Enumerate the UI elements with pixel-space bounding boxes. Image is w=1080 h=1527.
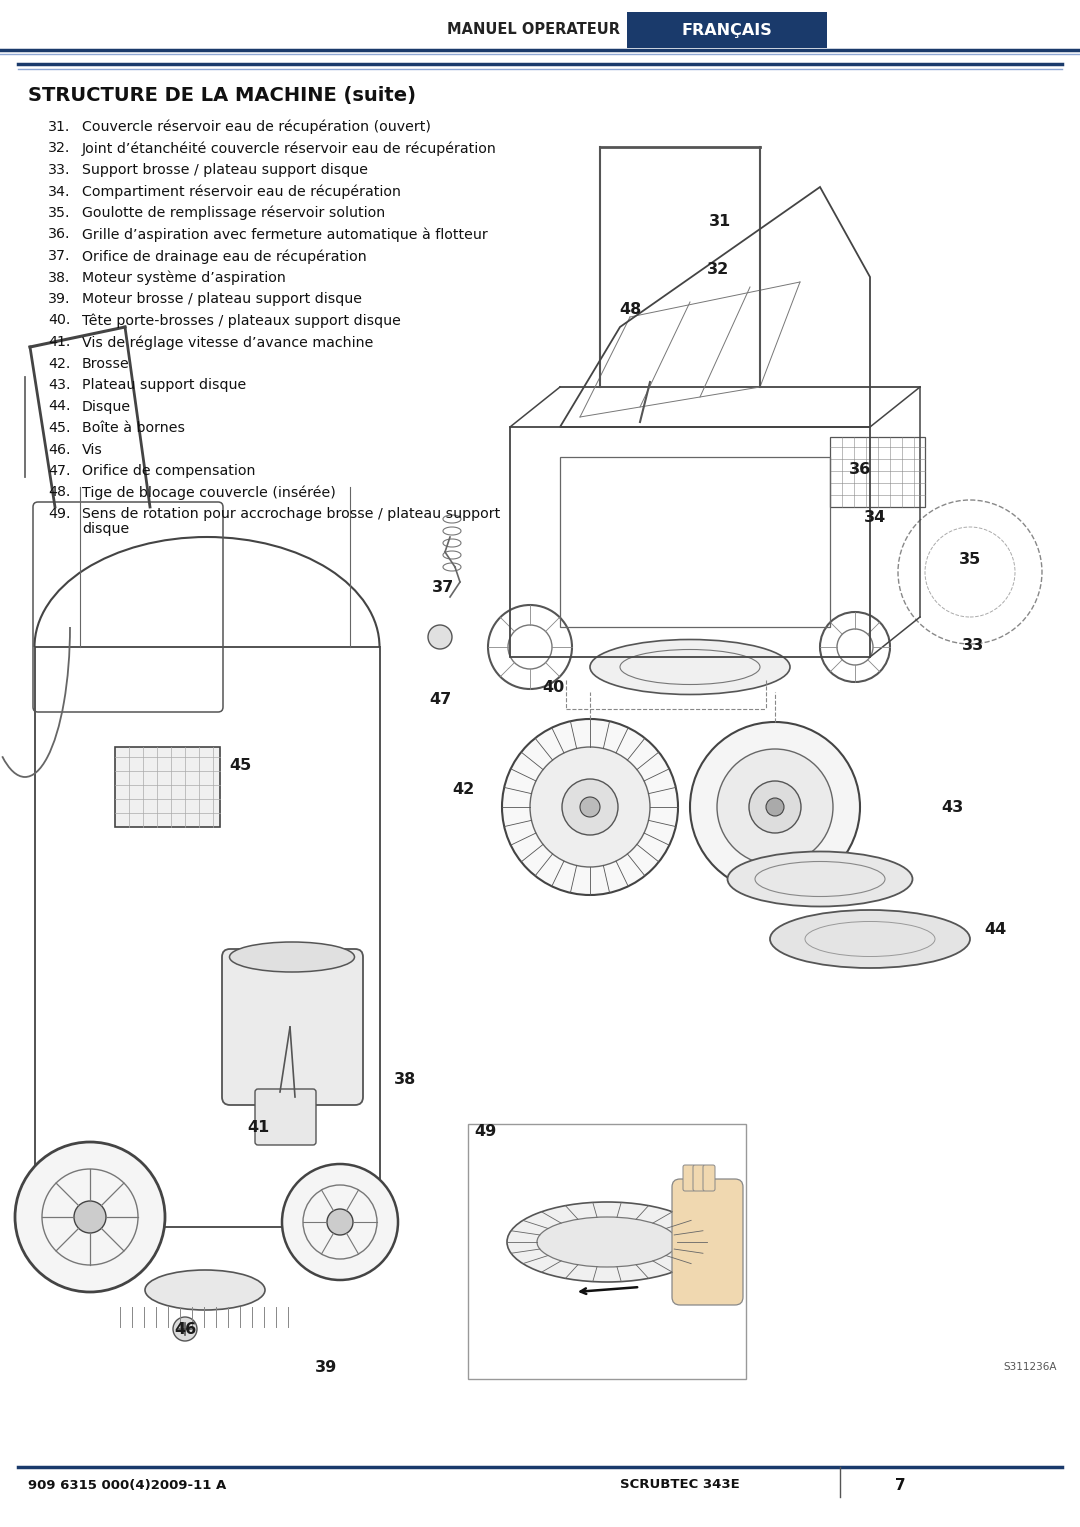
- Text: 47.: 47.: [48, 464, 70, 478]
- Text: Tige de blocage couvercle (insérée): Tige de blocage couvercle (insérée): [82, 486, 336, 499]
- Circle shape: [428, 625, 453, 649]
- Text: Support brosse / plateau support disque: Support brosse / plateau support disque: [82, 163, 368, 177]
- Text: STRUCTURE DE LA MACHINE (suite): STRUCTURE DE LA MACHINE (suite): [28, 86, 416, 104]
- Circle shape: [530, 747, 650, 867]
- Bar: [561, 457, 831, 628]
- Ellipse shape: [537, 1217, 677, 1267]
- Text: Sens de rotation pour accrochage brosse / plateau support: Sens de rotation pour accrochage brosse …: [82, 507, 500, 521]
- Circle shape: [75, 1202, 106, 1232]
- Ellipse shape: [590, 640, 789, 695]
- Text: 34: 34: [864, 510, 886, 524]
- Bar: [468, 1124, 746, 1379]
- Text: 46.: 46.: [48, 443, 70, 457]
- Circle shape: [282, 1164, 399, 1280]
- Text: 32.: 32.: [48, 142, 70, 156]
- Circle shape: [562, 779, 618, 835]
- Text: Vis: Vis: [82, 443, 103, 457]
- Text: Plateau support disque: Plateau support disque: [82, 379, 246, 392]
- Text: 37: 37: [432, 580, 454, 594]
- Text: SCRUBTEC 343E: SCRUBTEC 343E: [620, 1478, 740, 1492]
- Text: FRANÇAIS: FRANÇAIS: [681, 23, 772, 38]
- Text: 36.: 36.: [48, 228, 70, 241]
- Text: disque: disque: [82, 522, 130, 536]
- Text: 33.: 33.: [48, 163, 70, 177]
- Text: 37.: 37.: [48, 249, 70, 263]
- Text: Boîte à bornes: Boîte à bornes: [82, 421, 185, 435]
- Text: 48: 48: [619, 301, 642, 316]
- Text: 43: 43: [941, 800, 963, 814]
- Text: 31.: 31.: [48, 121, 70, 134]
- Text: 36: 36: [849, 461, 872, 476]
- Text: 7: 7: [894, 1478, 905, 1492]
- Circle shape: [173, 1316, 197, 1341]
- Text: 40: 40: [542, 680, 564, 695]
- Text: 41: 41: [247, 1119, 269, 1135]
- Text: 909 6315 000(4)2009-11 A: 909 6315 000(4)2009-11 A: [28, 1478, 226, 1492]
- Text: 46: 46: [174, 1321, 197, 1336]
- FancyBboxPatch shape: [703, 1165, 715, 1191]
- Text: 35: 35: [959, 551, 981, 567]
- Ellipse shape: [507, 1202, 707, 1283]
- Text: 40.: 40.: [48, 313, 70, 327]
- Text: Brosse: Brosse: [82, 356, 130, 371]
- Ellipse shape: [229, 942, 354, 973]
- Text: 44: 44: [984, 921, 1007, 936]
- Text: 45.: 45.: [48, 421, 70, 435]
- Text: 48.: 48.: [48, 486, 70, 499]
- Text: Joint d’étanchéité couvercle réservoir eau de récupération: Joint d’étanchéité couvercle réservoir e…: [82, 142, 497, 156]
- FancyBboxPatch shape: [693, 1165, 705, 1191]
- Text: S311236A: S311236A: [1003, 1362, 1057, 1371]
- Text: 45: 45: [229, 757, 252, 773]
- Text: Orifice de drainage eau de récupération: Orifice de drainage eau de récupération: [82, 249, 367, 264]
- Text: 49.: 49.: [48, 507, 70, 521]
- Text: 33: 33: [962, 637, 984, 652]
- Text: 39: 39: [315, 1359, 337, 1374]
- Text: 38: 38: [394, 1072, 416, 1087]
- Text: 41.: 41.: [48, 334, 70, 350]
- Text: 49: 49: [474, 1124, 496, 1139]
- Text: Disque: Disque: [82, 400, 131, 414]
- Text: Goulotte de remplissage réservoir solution: Goulotte de remplissage réservoir soluti…: [82, 206, 386, 220]
- Text: 31: 31: [708, 214, 731, 229]
- Text: 44.: 44.: [48, 400, 70, 414]
- Circle shape: [580, 797, 600, 817]
- Circle shape: [327, 1209, 353, 1235]
- FancyBboxPatch shape: [672, 1179, 743, 1306]
- Text: 47: 47: [429, 692, 451, 707]
- Text: 42: 42: [451, 782, 474, 797]
- Text: Orifice de compensation: Orifice de compensation: [82, 464, 256, 478]
- Circle shape: [15, 1142, 165, 1292]
- Text: 35.: 35.: [48, 206, 70, 220]
- Ellipse shape: [145, 1270, 265, 1310]
- Text: 38.: 38.: [48, 270, 70, 284]
- FancyBboxPatch shape: [255, 1089, 316, 1145]
- Text: Compartiment réservoir eau de récupération: Compartiment réservoir eau de récupérati…: [82, 185, 401, 199]
- Text: 42.: 42.: [48, 356, 70, 371]
- Text: 43.: 43.: [48, 379, 70, 392]
- Text: Grille d’aspiration avec fermeture automatique à flotteur: Grille d’aspiration avec fermeture autom…: [82, 228, 488, 241]
- Circle shape: [502, 719, 678, 895]
- Text: MANUEL OPERATEUR: MANUEL OPERATEUR: [447, 21, 620, 37]
- Text: Couvercle réservoir eau de récupération (ouvert): Couvercle réservoir eau de récupération …: [82, 121, 431, 134]
- Circle shape: [690, 722, 860, 892]
- Ellipse shape: [770, 910, 970, 968]
- Text: Moteur brosse / plateau support disque: Moteur brosse / plateau support disque: [82, 292, 362, 305]
- Text: 34.: 34.: [48, 185, 70, 199]
- Ellipse shape: [728, 852, 913, 907]
- Circle shape: [717, 750, 833, 864]
- Bar: [627, 12, 827, 47]
- Bar: [831, 437, 924, 507]
- Text: Vis de réglage vitesse d’avance machine: Vis de réglage vitesse d’avance machine: [82, 334, 374, 350]
- FancyBboxPatch shape: [683, 1165, 696, 1191]
- Text: Moteur système d’aspiration: Moteur système d’aspiration: [82, 270, 286, 286]
- Circle shape: [766, 799, 784, 815]
- Circle shape: [750, 780, 801, 834]
- Text: 39.: 39.: [48, 292, 70, 305]
- Text: Tête porte-brosses / plateaux support disque: Tête porte-brosses / plateaux support di…: [82, 313, 401, 328]
- FancyBboxPatch shape: [222, 948, 363, 1106]
- Text: 32: 32: [707, 261, 729, 276]
- Bar: [114, 747, 220, 828]
